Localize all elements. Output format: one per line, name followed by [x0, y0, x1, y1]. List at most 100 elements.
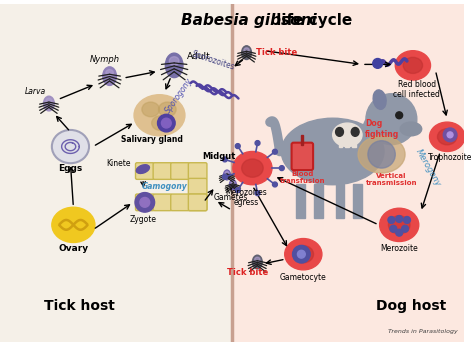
Text: Trends in Parasitology: Trends in Parasitology: [388, 329, 458, 335]
Circle shape: [390, 225, 397, 232]
Circle shape: [255, 191, 260, 195]
Ellipse shape: [244, 48, 249, 53]
Ellipse shape: [380, 208, 419, 242]
Ellipse shape: [255, 257, 260, 262]
Ellipse shape: [233, 152, 272, 185]
Circle shape: [255, 140, 260, 146]
Text: Blood
transfusion: Blood transfusion: [280, 171, 325, 184]
Ellipse shape: [429, 122, 465, 152]
Circle shape: [292, 245, 310, 263]
Ellipse shape: [106, 70, 113, 76]
Circle shape: [443, 128, 457, 142]
Ellipse shape: [242, 46, 252, 60]
Circle shape: [396, 216, 402, 222]
Ellipse shape: [224, 170, 230, 180]
Text: Ovary: Ovary: [58, 244, 89, 253]
Text: life cycle: life cycle: [271, 12, 352, 28]
Text: Dog
fighting: Dog fighting: [365, 119, 399, 139]
Circle shape: [401, 225, 409, 232]
Circle shape: [273, 149, 277, 154]
Ellipse shape: [134, 95, 185, 136]
FancyBboxPatch shape: [171, 194, 189, 211]
Ellipse shape: [400, 122, 422, 136]
Text: Sporozoites: Sporozoites: [191, 50, 236, 72]
FancyBboxPatch shape: [188, 194, 207, 211]
Circle shape: [298, 250, 305, 258]
Text: Kinete: Kinete: [107, 159, 131, 168]
Text: Merozoite: Merozoite: [380, 244, 418, 253]
Ellipse shape: [52, 207, 95, 243]
Bar: [353, 184, 362, 218]
FancyBboxPatch shape: [153, 163, 172, 179]
Circle shape: [235, 188, 240, 193]
Ellipse shape: [333, 123, 362, 147]
Circle shape: [222, 174, 228, 179]
FancyBboxPatch shape: [153, 194, 172, 211]
Bar: [314, 184, 323, 218]
Ellipse shape: [281, 118, 384, 185]
Circle shape: [366, 94, 417, 145]
Circle shape: [222, 157, 228, 162]
Bar: [352, 142, 356, 147]
Ellipse shape: [358, 136, 405, 173]
Text: Larva: Larva: [25, 87, 46, 96]
Text: Tick bite: Tick bite: [227, 268, 268, 277]
Bar: [296, 184, 305, 218]
Text: Dog host: Dog host: [376, 299, 446, 313]
Text: Merogony: Merogony: [414, 148, 443, 189]
Ellipse shape: [231, 181, 235, 185]
Ellipse shape: [438, 129, 457, 145]
Circle shape: [396, 112, 402, 119]
Ellipse shape: [137, 165, 149, 173]
Text: Trophozoite: Trophozoite: [428, 153, 472, 162]
Circle shape: [140, 198, 150, 207]
Ellipse shape: [388, 216, 410, 234]
Text: Gamogony: Gamogony: [142, 182, 187, 191]
Bar: [336, 184, 345, 218]
Text: Tick bite: Tick bite: [256, 48, 298, 57]
Ellipse shape: [403, 57, 423, 73]
Ellipse shape: [44, 96, 55, 111]
Circle shape: [373, 58, 383, 68]
FancyBboxPatch shape: [292, 143, 313, 170]
Circle shape: [396, 229, 402, 236]
Ellipse shape: [242, 159, 263, 177]
FancyBboxPatch shape: [171, 163, 189, 179]
Ellipse shape: [169, 57, 179, 65]
FancyBboxPatch shape: [136, 194, 154, 211]
Bar: [338, 142, 342, 147]
Text: Red blood
cell infected: Red blood cell infected: [393, 80, 440, 99]
Circle shape: [388, 217, 395, 224]
Text: Gametocyte: Gametocyte: [280, 273, 327, 282]
Text: Merozoites
egress: Merozoites egress: [226, 188, 267, 207]
Ellipse shape: [293, 246, 313, 263]
Ellipse shape: [363, 112, 391, 146]
Ellipse shape: [285, 238, 322, 270]
Text: Nymph: Nymph: [90, 55, 120, 64]
Circle shape: [368, 141, 395, 168]
Text: Sporogony: Sporogony: [164, 76, 194, 115]
Ellipse shape: [229, 180, 237, 190]
Ellipse shape: [225, 172, 229, 175]
Text: Gametes: Gametes: [214, 193, 248, 202]
Circle shape: [157, 114, 175, 132]
Circle shape: [135, 193, 155, 212]
Ellipse shape: [46, 98, 52, 103]
Ellipse shape: [52, 130, 89, 163]
Circle shape: [447, 132, 453, 138]
Ellipse shape: [165, 53, 183, 78]
Text: Eggs: Eggs: [58, 164, 82, 173]
Bar: [0, 4, 232, 342]
Ellipse shape: [373, 90, 386, 109]
Ellipse shape: [336, 128, 344, 136]
FancyBboxPatch shape: [188, 179, 207, 195]
Bar: [346, 142, 349, 147]
Circle shape: [273, 182, 277, 187]
Ellipse shape: [152, 116, 169, 130]
Circle shape: [235, 144, 240, 148]
Text: Tick host: Tick host: [44, 299, 115, 313]
Text: Vertical
transmission: Vertical transmission: [365, 173, 417, 186]
Text: Midgut: Midgut: [202, 152, 236, 161]
FancyBboxPatch shape: [188, 163, 207, 179]
Circle shape: [403, 217, 410, 224]
